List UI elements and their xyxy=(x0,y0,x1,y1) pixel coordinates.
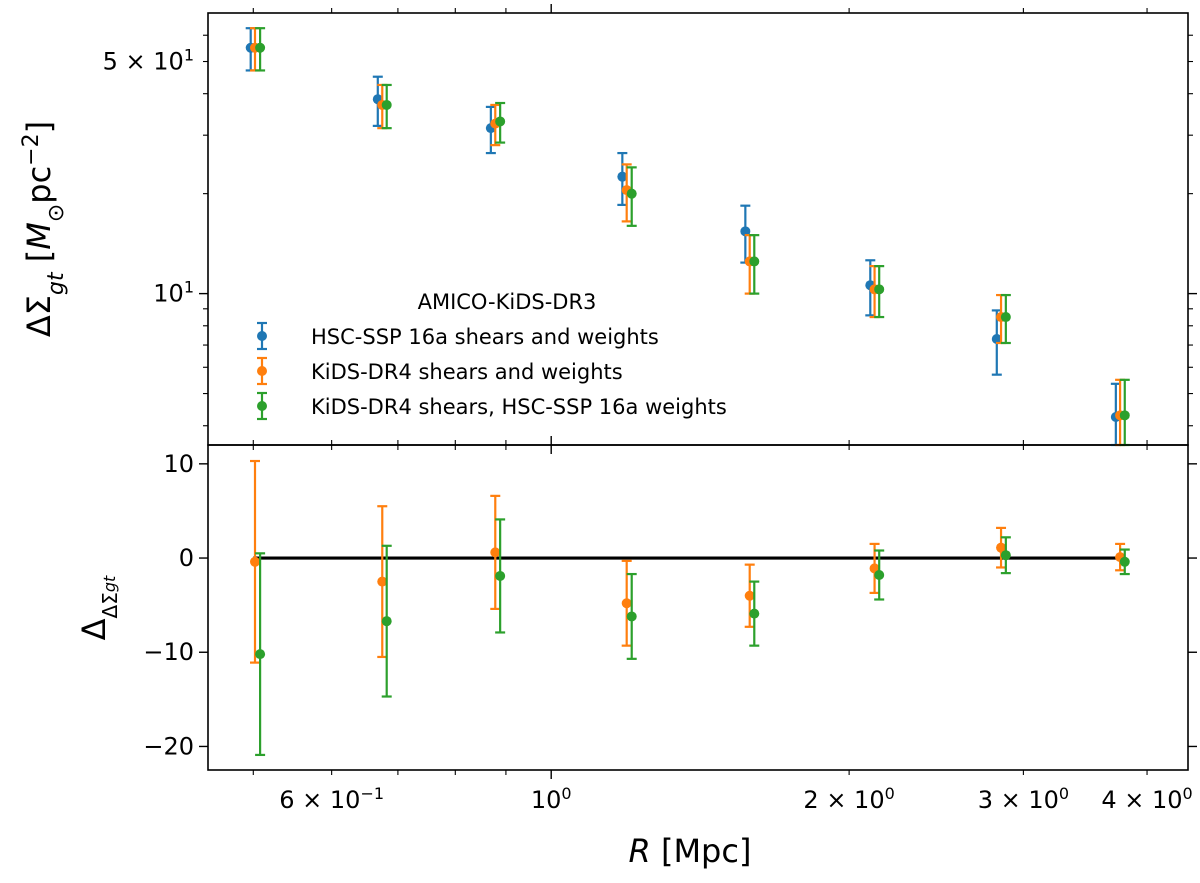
x-axis-title: R [Mpc] xyxy=(629,832,752,870)
data-point xyxy=(490,547,501,558)
bottom-ytick-label: −20 xyxy=(143,732,194,760)
data-point xyxy=(626,188,637,199)
data-point xyxy=(495,116,506,127)
data-point xyxy=(874,570,885,580)
bottom-ytick-label: 10 xyxy=(163,450,194,478)
bottom-y-axis-title: ΔΔΣgt xyxy=(75,575,122,640)
bottom-ytick-label: 0 xyxy=(179,544,194,572)
data-point xyxy=(1119,410,1130,421)
data-point xyxy=(617,171,628,182)
bottom-series-1 xyxy=(255,518,1130,757)
data-point xyxy=(381,616,392,627)
xtick-label: 4 × 100 xyxy=(1101,784,1192,815)
data-point xyxy=(381,99,392,110)
bottom-panel: 100−10−206 × 10−1 100 2 × 100 3 × 100 4 × 10… xyxy=(143,436,1197,814)
data-point xyxy=(874,284,885,295)
legend-entry: HSC-SSP 16a shears and weights xyxy=(311,325,659,349)
bottom-ytick-label: −10 xyxy=(143,638,194,666)
data-point xyxy=(996,542,1007,553)
axis-titles: ΔΣgt [M⊙pc−2] ΔΔΣgt R [Mpc] xyxy=(19,121,752,870)
legend-marker xyxy=(257,401,267,411)
data-point xyxy=(250,556,261,567)
legend-entry: KiDS-DR4 shears, HSC-SSP 16a weights xyxy=(311,395,727,419)
data-point xyxy=(749,608,760,619)
data-point xyxy=(621,598,632,609)
legend: AMICO-KiDS-DR3 HSC-SSP 16a shears and wei… xyxy=(257,290,727,421)
top-panel: 5 × 101 101 xyxy=(103,4,1197,454)
top-ytick-label: 5 × 101 xyxy=(103,45,194,76)
xtick-label: 3 × 100 xyxy=(978,784,1069,815)
legend-marker xyxy=(257,366,267,376)
data-point xyxy=(255,649,266,660)
data-point xyxy=(1119,556,1130,567)
top-ytick-label: 101 xyxy=(153,277,194,308)
bottom-series-0 xyxy=(250,459,1126,664)
xtick-label: 2 × 100 xyxy=(803,784,894,815)
data-point xyxy=(1000,312,1011,323)
legend-entry: KiDS-DR4 shears and weights xyxy=(311,360,623,384)
xtick-label: 100 xyxy=(531,784,572,815)
top-y-axis-title: ΔΣgt [M⊙pc−2] xyxy=(19,121,69,337)
bottom-axes-frame xyxy=(207,444,1189,771)
top-series-2 xyxy=(255,27,1130,447)
data-point xyxy=(255,42,266,53)
legend-title: AMICO-KiDS-DR3 xyxy=(418,290,597,314)
data-point xyxy=(1000,550,1011,561)
data-point xyxy=(626,611,637,622)
data-point xyxy=(991,333,1002,344)
data-point xyxy=(740,226,751,237)
xtick-label: 6 × 10−1 xyxy=(279,784,384,815)
data-point xyxy=(495,570,506,581)
data-point xyxy=(749,256,760,267)
data-point xyxy=(377,576,388,587)
legend-marker xyxy=(257,331,267,341)
data-point xyxy=(744,590,755,601)
